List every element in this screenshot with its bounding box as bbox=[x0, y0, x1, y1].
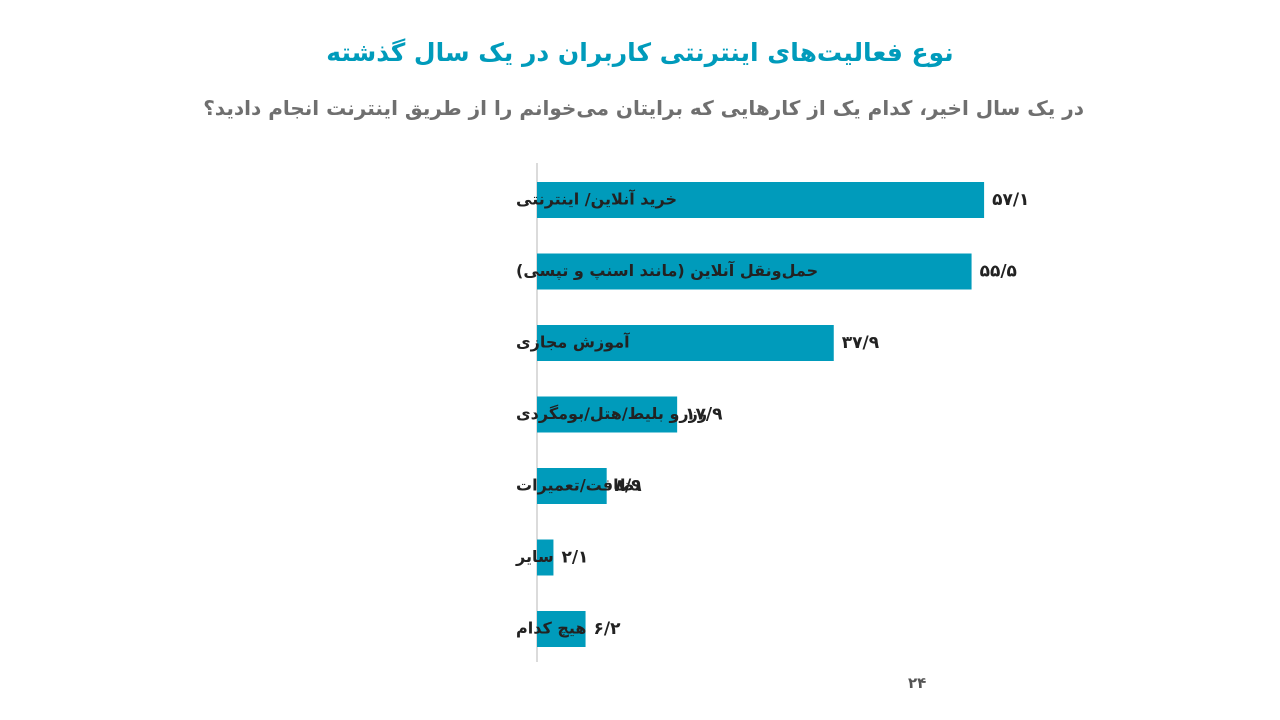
category-label: هیچ کدام bbox=[516, 619, 586, 638]
page-number: ۲۴ bbox=[908, 674, 927, 692]
chart-subtitle: در یک سال اخیر، کدام یک از کارهایی که بر… bbox=[203, 96, 1084, 120]
bar bbox=[537, 325, 834, 361]
bar bbox=[537, 253, 972, 290]
value-label: ۱۷/۹ bbox=[685, 405, 723, 425]
category-label: حمل‌ونقل آنلاین (مانند اسنپ و تپسی) bbox=[516, 260, 818, 281]
category-label: نظافت/تعمیرات bbox=[516, 476, 641, 495]
value-label: ۳۷/۹ bbox=[842, 333, 880, 353]
value-label: ۵۵/۵ bbox=[980, 262, 1017, 282]
category-label: خرید آنلاین/ اینترنتی bbox=[516, 189, 677, 209]
bar bbox=[537, 611, 586, 647]
bar bbox=[537, 539, 554, 576]
bar bbox=[537, 182, 985, 218]
category-label: سایر bbox=[515, 547, 554, 566]
value-label: ۵۷/۱ bbox=[992, 190, 1029, 210]
value-label: ۶/۲ bbox=[594, 619, 622, 639]
category-label: رزرو بلیط/هتل/بومگردی bbox=[516, 404, 707, 423]
bar bbox=[537, 396, 678, 433]
value-label: ۸/۹ bbox=[615, 476, 643, 496]
chart-title: نوع فعالیت‌های اینترنتی کاربران در یک سا… bbox=[326, 38, 954, 67]
bar bbox=[537, 468, 607, 504]
category-label: آموزش مجازی bbox=[516, 332, 630, 352]
value-label: ۲/۱ bbox=[561, 548, 588, 568]
